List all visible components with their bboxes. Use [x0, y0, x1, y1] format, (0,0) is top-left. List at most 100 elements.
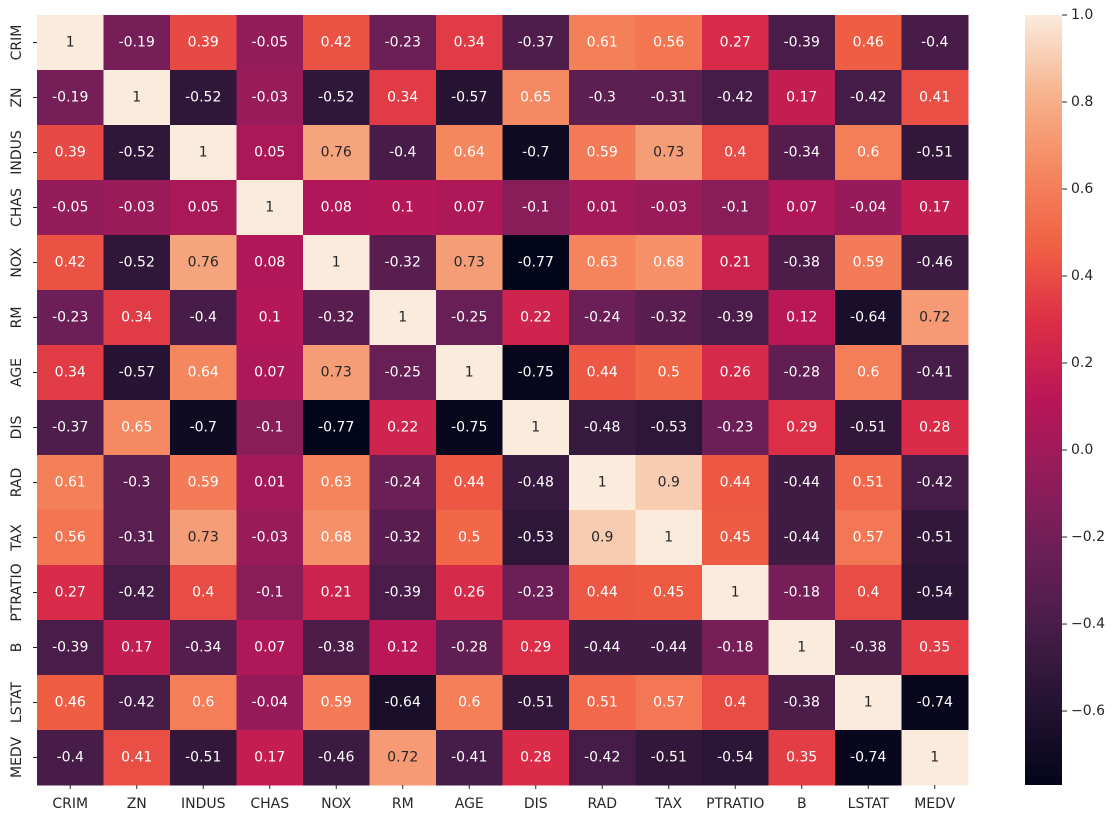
cell-annotation: 1 [731, 585, 740, 601]
heatmap-cell [702, 290, 769, 346]
heatmap-cell [569, 730, 636, 786]
cell-annotation: -0.1 [522, 200, 549, 216]
cell-annotation: 0.44 [587, 585, 618, 601]
cell-annotation: -0.42 [717, 90, 753, 106]
heatmap-cell [502, 180, 570, 236]
heatmap-cell [768, 125, 836, 181]
cell-annotation: 0.59 [321, 695, 352, 711]
y-tick-label: AGE [9, 358, 25, 387]
heatmap-cell [37, 455, 104, 511]
cell-annotation: -0.52 [119, 145, 155, 161]
heatmap-cell [170, 180, 237, 236]
heatmap-cell [569, 565, 636, 621]
heatmap-cell [103, 730, 171, 786]
cell-annotation: -0.51 [917, 530, 953, 546]
heatmap-cell [369, 235, 437, 291]
heatmap-cell [170, 345, 237, 401]
cell-annotation: 1 [465, 365, 474, 381]
cell-annotation: 0.73 [188, 530, 219, 546]
cell-annotation: 0.63 [321, 475, 352, 491]
cell-annotation: -0.38 [850, 640, 886, 656]
cell-annotation: 0.6 [192, 695, 214, 711]
heatmap-cell [502, 620, 570, 676]
heatmap-cell [103, 455, 171, 511]
heatmap-cell [835, 565, 902, 621]
heatmap-cell [436, 730, 503, 786]
cell-annotation: 0.22 [387, 420, 418, 436]
heatmap-cell [236, 400, 304, 456]
heatmap-cell [436, 180, 503, 236]
heatmap-cell [369, 620, 437, 676]
cell-annotation: 0.34 [121, 310, 152, 326]
x-tick-label: B [797, 796, 807, 812]
heatmap-cell [236, 455, 304, 511]
heatmap-cell [768, 70, 836, 126]
heatmap-cell [103, 125, 171, 181]
heatmap-cell [835, 730, 902, 786]
cell-annotation: -0.24 [385, 475, 421, 491]
heatmap-cell [436, 70, 503, 126]
cell-annotation: 0.05 [254, 145, 285, 161]
heatmap-cell [369, 15, 437, 71]
heatmap-cell [37, 290, 104, 346]
heatmap-cell [37, 620, 104, 676]
cell-annotation: -0.32 [385, 255, 421, 271]
cell-annotation: -0.37 [518, 35, 554, 51]
heatmap-cell [303, 675, 370, 731]
cell-annotation: -0.7 [522, 145, 549, 161]
heatmap-cell [702, 125, 769, 181]
heatmap-cell [436, 675, 503, 731]
heatmap-cell [37, 510, 104, 566]
heatmap-cell [635, 180, 703, 236]
cell-annotation: 0.65 [121, 420, 152, 436]
cell-annotation: 0.07 [254, 640, 285, 656]
heatmap-cell [635, 290, 703, 346]
cell-annotation: 0.01 [587, 200, 618, 216]
cell-annotation: 1 [531, 420, 540, 436]
heatmap-cell [103, 180, 171, 236]
heatmap-cell [170, 675, 237, 731]
cell-annotation: -0.1 [722, 200, 749, 216]
cell-annotation: -0.19 [119, 35, 155, 51]
heatmap-cell [702, 565, 769, 621]
cell-annotation: 1 [332, 255, 341, 271]
y-tick-label: LSTAT [9, 681, 25, 723]
heatmap-cell [835, 620, 902, 676]
cell-annotation: 0.4 [724, 695, 746, 711]
heatmap-cell [768, 290, 836, 346]
cell-annotation: -0.23 [52, 310, 88, 326]
heatmap-cell [502, 235, 570, 291]
y-tick-label: MEDV [9, 737, 25, 778]
heatmap-cell [103, 620, 171, 676]
heatmap-cell [702, 730, 769, 786]
heatmap-cell [702, 400, 769, 456]
cell-annotation: 0.4 [857, 585, 879, 601]
cell-annotation: 0.72 [919, 310, 950, 326]
heatmap-cell [103, 235, 171, 291]
heatmap-cell [768, 15, 836, 71]
heatmap-cell [170, 125, 237, 181]
cell-annotation: 0.51 [853, 475, 884, 491]
cell-annotation: -0.42 [119, 695, 155, 711]
heatmap-cell [901, 730, 969, 786]
cell-annotation: -0.44 [784, 530, 820, 546]
cell-annotation: -0.64 [850, 310, 886, 326]
heatmap-cell [702, 180, 769, 236]
cell-annotation: -0.53 [651, 420, 687, 436]
cell-annotation: -0.4 [389, 145, 416, 161]
heatmap-cell [303, 565, 370, 621]
cell-annotation: -0.54 [917, 585, 953, 601]
heatmap-cell [303, 730, 370, 786]
heatmap-cell [635, 565, 703, 621]
cell-annotation: 1 [132, 90, 141, 106]
heatmap-cell [635, 125, 703, 181]
heatmap-cell [901, 70, 969, 126]
heatmap-cell [635, 620, 703, 676]
cell-annotation: -0.05 [52, 200, 88, 216]
cell-annotation: 0.5 [458, 530, 480, 546]
heatmap-cell [369, 290, 437, 346]
heatmap-cell [901, 400, 969, 456]
cell-annotation: -0.42 [917, 475, 953, 491]
cell-annotation: 0.44 [720, 475, 751, 491]
cell-annotation: 0.63 [587, 255, 618, 271]
